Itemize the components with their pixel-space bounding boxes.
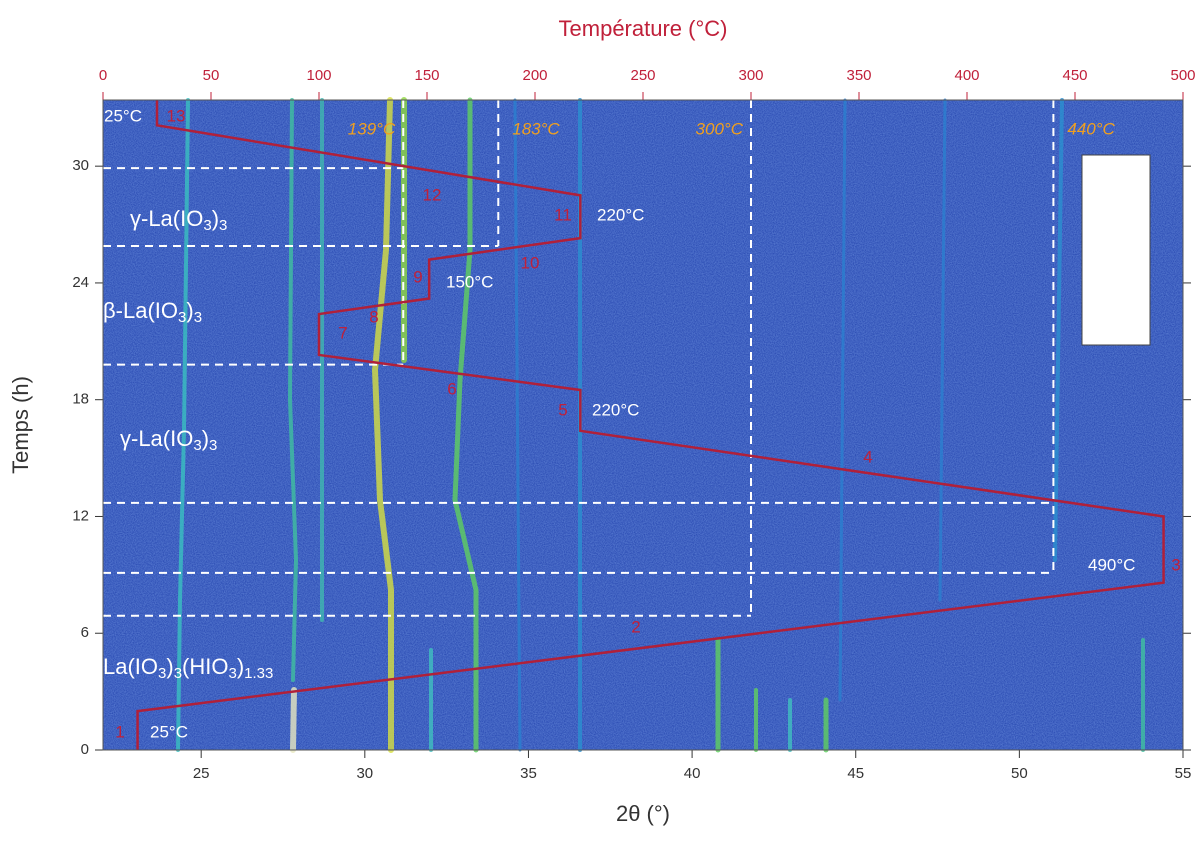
phase-label: La(IO3)3(HIO3)1.33: [103, 654, 273, 682]
temperature-label: 220°C: [592, 400, 639, 419]
x2-tick-label: 100: [306, 67, 331, 84]
temperature-profile: [136, 100, 1165, 750]
plot-noise: [103, 100, 1183, 750]
x2-tick-label: 200: [522, 67, 547, 84]
temperature-label: 220°C: [597, 205, 644, 224]
phase-label-subscript: 3: [209, 437, 217, 454]
segment-label: 9: [413, 267, 422, 286]
phase-label-part: γ-La(IO: [130, 206, 203, 231]
y-tick-label: 24: [72, 274, 89, 291]
x2-tick-label: 0: [99, 67, 107, 84]
segment-label: 3: [1171, 555, 1180, 574]
guide-label: 440°C: [1067, 119, 1115, 138]
guide-label: 139°C: [348, 119, 396, 138]
x2-tick-label: 300: [738, 67, 763, 84]
x2-tick-label: 400: [954, 67, 979, 84]
segment-label: 2: [631, 617, 640, 636]
y-tick-label: 30: [72, 157, 89, 174]
segment-label: 11: [554, 205, 572, 224]
segment-label: 1: [115, 722, 124, 741]
y-tick-label: 12: [72, 507, 89, 524]
x-tick-label: 40: [684, 765, 701, 782]
segment-label: 8: [369, 307, 378, 326]
temperature-label: 150°C: [446, 272, 493, 291]
plot-frame: [102, 99, 1184, 751]
x2-tick-label: 500: [1170, 67, 1195, 84]
phase-label-subscript: 3: [203, 217, 211, 234]
phase-label-subscript: 1.33: [244, 665, 273, 682]
x-tick-label: 25: [193, 765, 210, 782]
phase-label-subscript: 3: [193, 437, 201, 454]
phase-label: γ-La(IO3)3: [120, 426, 217, 454]
phase-label-part: β-La(IO: [103, 298, 178, 323]
temperature-label: 25°C: [104, 106, 142, 125]
segment-label: 5: [558, 400, 567, 419]
x-tick-label: 35: [520, 765, 537, 782]
segment-label: 6: [447, 379, 456, 398]
x2-tick-label: 50: [203, 67, 220, 84]
phase-label-subscript: 3: [158, 665, 166, 682]
colorbar-box: [1081, 154, 1151, 346]
phase-label-subscript: 3: [178, 309, 186, 326]
x-tick-label: 55: [1175, 765, 1192, 782]
segment-label: 12: [423, 185, 442, 204]
y-axis-title: Temps (h): [8, 376, 33, 474]
phase-label-subscript: 3: [174, 665, 182, 682]
x2-axis-title: Température (°C): [559, 16, 728, 41]
phase-label-part: ): [186, 298, 193, 323]
phase-label: β-La(IO3)3: [103, 298, 202, 326]
phase-label-part: ): [237, 654, 244, 679]
x2-tick-label: 150: [414, 67, 439, 84]
y-tick-label: 18: [72, 391, 89, 408]
guide-label: 183°C: [512, 119, 560, 138]
segment-label: 10: [521, 253, 540, 272]
x-axis-title: 2θ (°): [616, 801, 670, 826]
x-tick-label: 50: [1011, 765, 1028, 782]
phase-label-subscript: 3: [219, 217, 227, 234]
x-tick-label: 30: [356, 765, 373, 782]
phase-label-part: La(IO: [103, 654, 158, 679]
phase-label-part: ): [202, 426, 209, 451]
temperature-label: 25°C: [150, 722, 188, 741]
x2-tick-label: 450: [1062, 67, 1087, 84]
y-tick-label: 0: [81, 741, 89, 758]
segment-label: 4: [863, 447, 872, 466]
y-tick-label: 6: [81, 624, 89, 641]
x2-tick-label: 350: [846, 67, 871, 84]
phase-label-part: ): [166, 654, 173, 679]
phase-label-part: (HIO: [182, 654, 228, 679]
segment-label: 7: [338, 323, 347, 342]
phase-label-part: ): [212, 206, 219, 231]
phase-label: γ-La(IO3)3: [130, 206, 227, 234]
phase-label-part: γ-La(IO: [120, 426, 193, 451]
phase-label-subscript: 3: [194, 309, 202, 326]
temperature-label: 490°C: [1088, 555, 1135, 574]
segment-label: 13: [167, 106, 186, 125]
x2-tick-label: 250: [630, 67, 655, 84]
guide-label: 300°C: [696, 119, 744, 138]
x-tick-label: 45: [847, 765, 864, 782]
phase-label-subscript: 3: [229, 665, 237, 682]
